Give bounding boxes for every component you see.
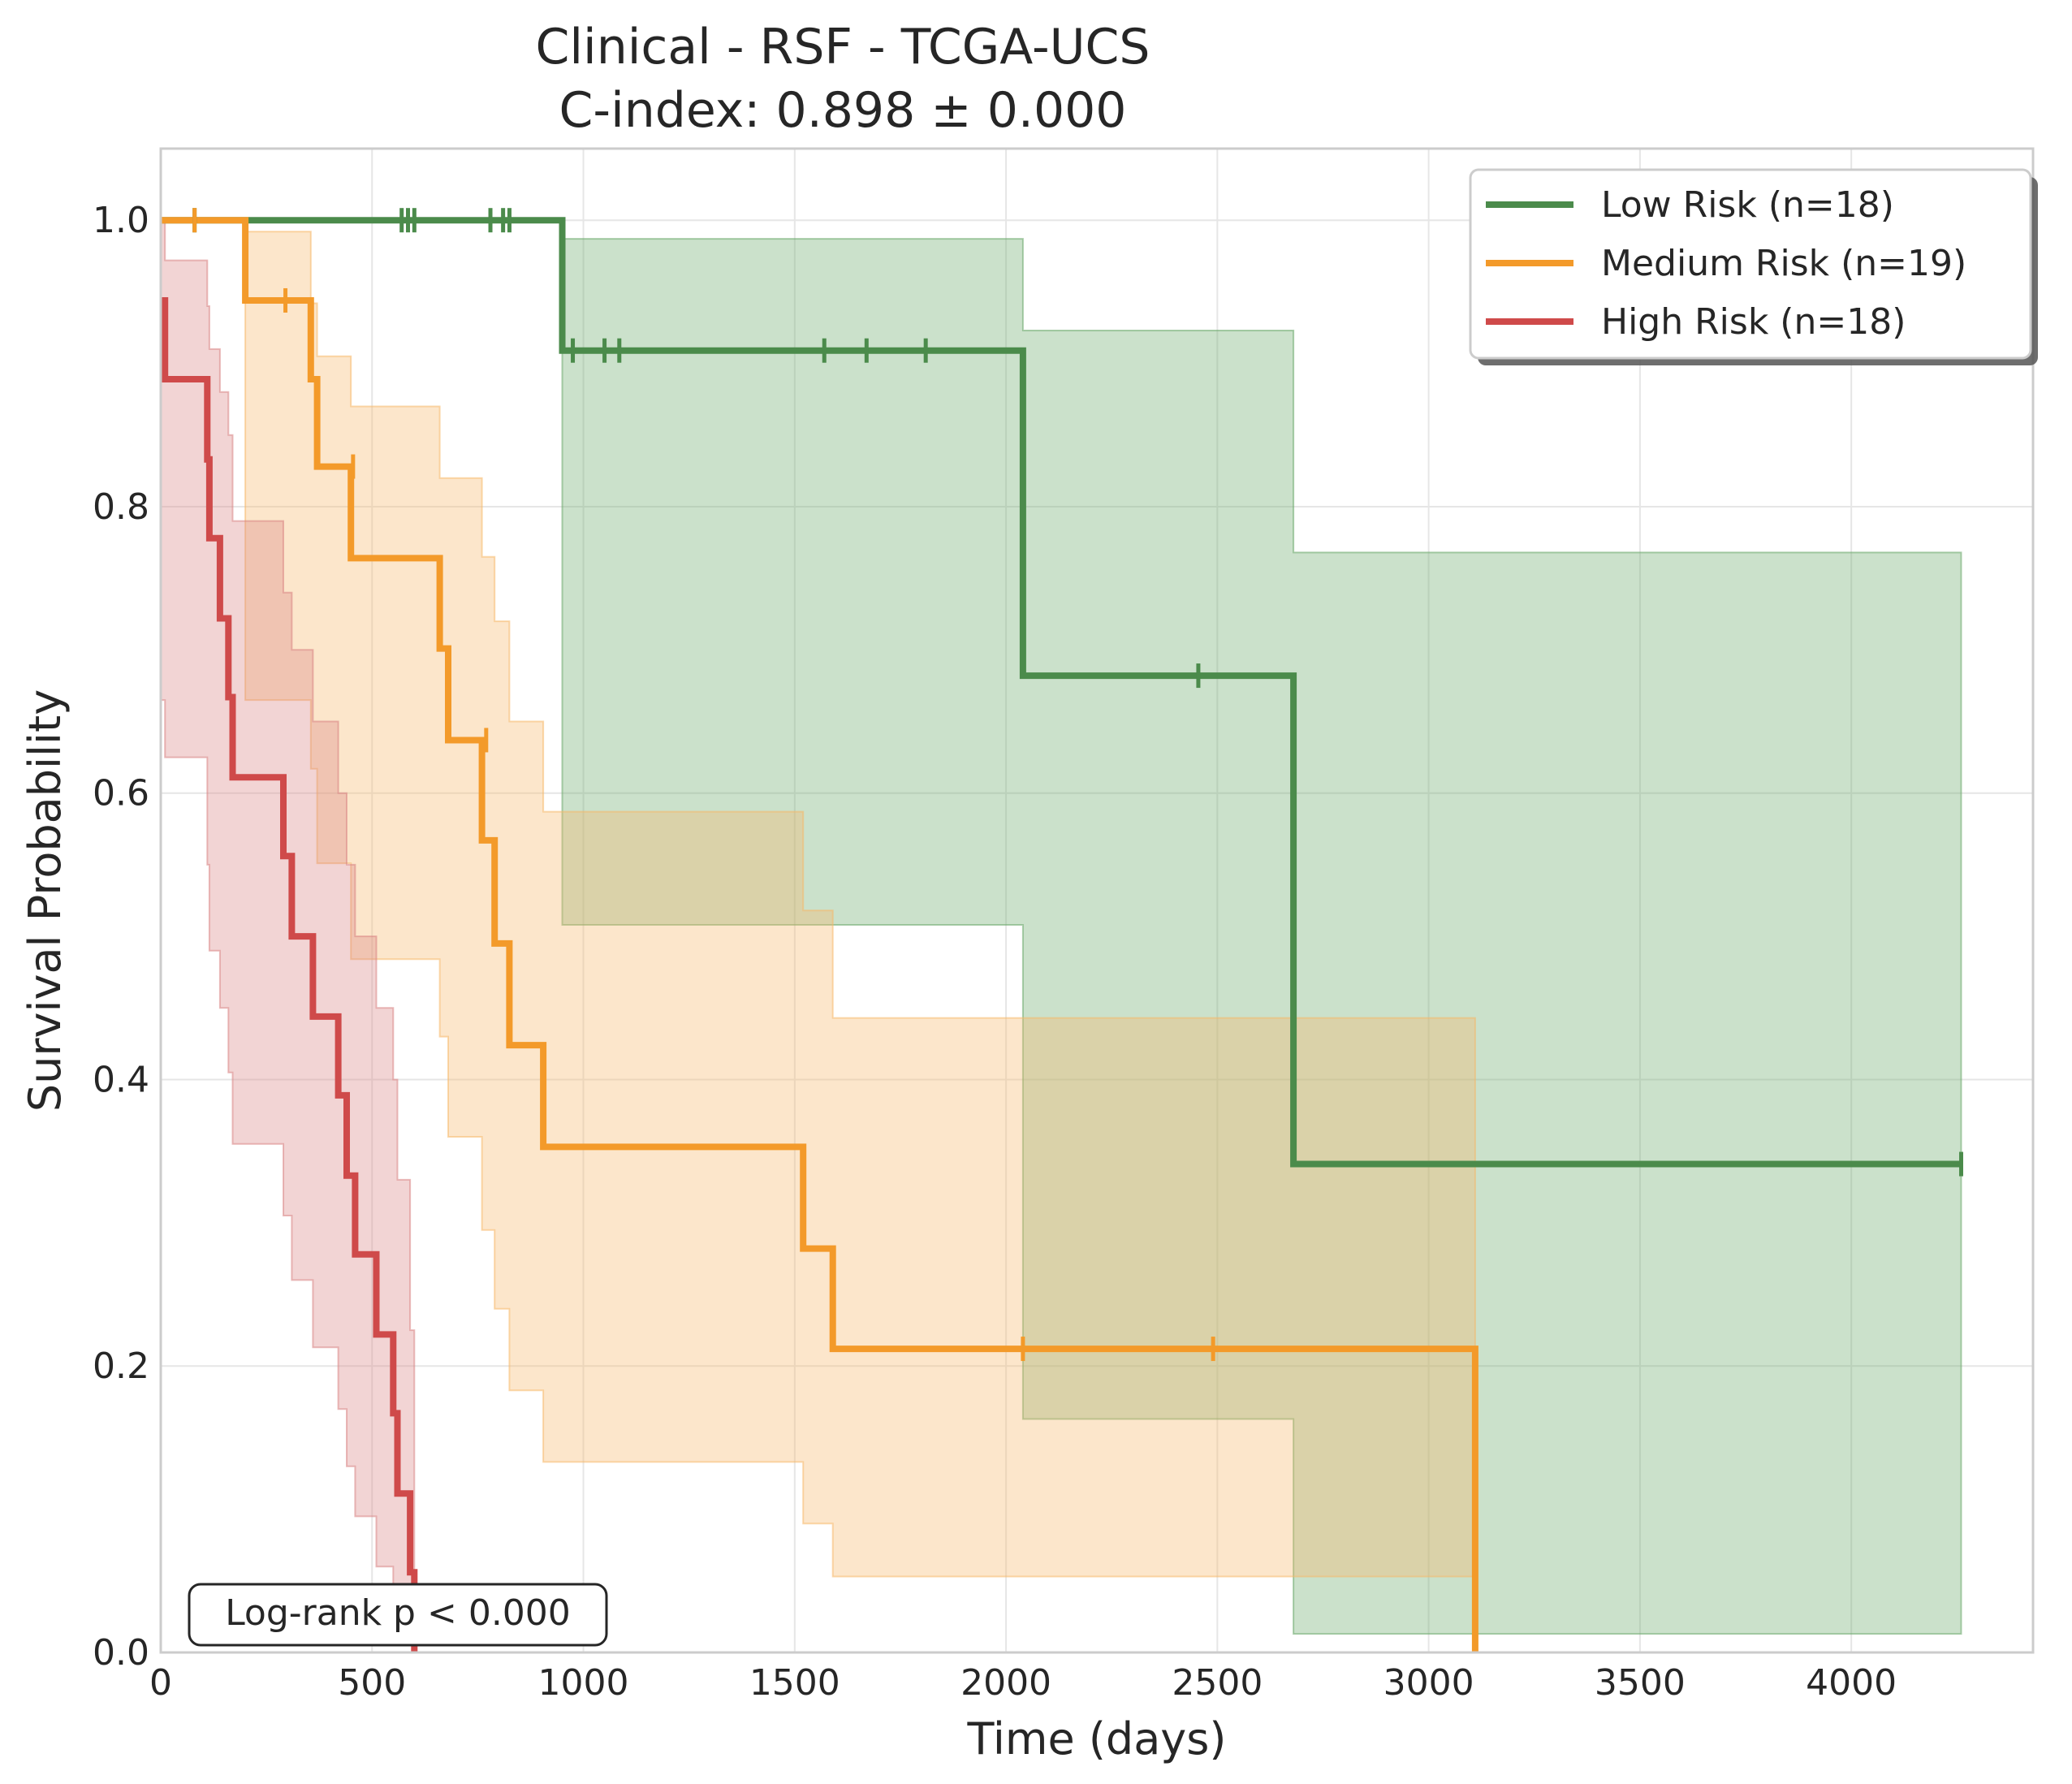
y-tick-label: 0.6 xyxy=(93,773,149,814)
y-tick-label: 0.4 xyxy=(93,1059,149,1100)
plot-area xyxy=(161,149,2033,1652)
x-tick-label: 1000 xyxy=(538,1662,629,1704)
grid-lines xyxy=(160,149,2033,1653)
chart-subtitle: C-index: 0.898 ± 0.000 xyxy=(559,82,1127,139)
y-axis-label: Survival Probability xyxy=(19,689,71,1112)
y-tick-label: 0.8 xyxy=(93,486,149,528)
y-axis-ticks: 0.0 0.2 0.4 0.6 0.8 1.0 xyxy=(93,200,149,1674)
x-tick-label: 3000 xyxy=(1383,1662,1474,1704)
y-tick-label: 0.0 xyxy=(93,1632,149,1674)
plot-frame xyxy=(159,147,2035,1654)
censor-marks xyxy=(192,208,1964,1362)
legend-items: Low Risk (n=18) Medium Risk (n=19) High Ri… xyxy=(1486,184,1966,343)
medium-risk-legend-label: Medium Risk (n=19) xyxy=(1601,243,1966,284)
legend-box xyxy=(1469,168,2032,360)
y-tick-label: 1.0 xyxy=(93,200,149,241)
x-axis-ticks: 0 500 1000 1500 2000 2500 3000 3500 4000 xyxy=(149,1662,1897,1704)
high-risk-legend-label: High Risk (n=18) xyxy=(1601,301,1906,343)
x-axis-label: Time (days) xyxy=(967,1713,1227,1765)
survival-curves xyxy=(161,217,1962,1652)
high-risk-survival-curve xyxy=(161,297,418,1652)
x-tick-label: 2500 xyxy=(1172,1662,1263,1704)
logrank-box xyxy=(188,1583,608,1647)
legend: Low Risk (n=18) Medium Risk (n=19) High Ri… xyxy=(1469,168,2038,365)
x-tick-label: 3500 xyxy=(1595,1662,1686,1704)
low-risk-legend-label: Low Risk (n=18) xyxy=(1601,184,1894,226)
x-tick-label: 4000 xyxy=(1806,1662,1897,1704)
chart-title: Clinical - RSF - TCGA-UCS xyxy=(535,19,1150,76)
confidence-bands xyxy=(160,219,1962,1652)
x-tick-label: 2000 xyxy=(960,1662,1051,1704)
low-risk-ci-band xyxy=(161,219,1962,1635)
y-tick-label: 0.2 xyxy=(93,1346,149,1387)
x-tick-label: 500 xyxy=(338,1662,406,1704)
logrank-annotation: Log-rank p < 0.000 xyxy=(188,1583,608,1647)
x-tick-label: 1500 xyxy=(749,1662,840,1704)
low-risk-survival-curve xyxy=(161,217,1962,1168)
logrank-text: Log-rank p < 0.000 xyxy=(225,1592,571,1634)
medium-risk-survival-curve xyxy=(161,217,1478,1652)
x-tick-label: 0 xyxy=(149,1662,172,1704)
